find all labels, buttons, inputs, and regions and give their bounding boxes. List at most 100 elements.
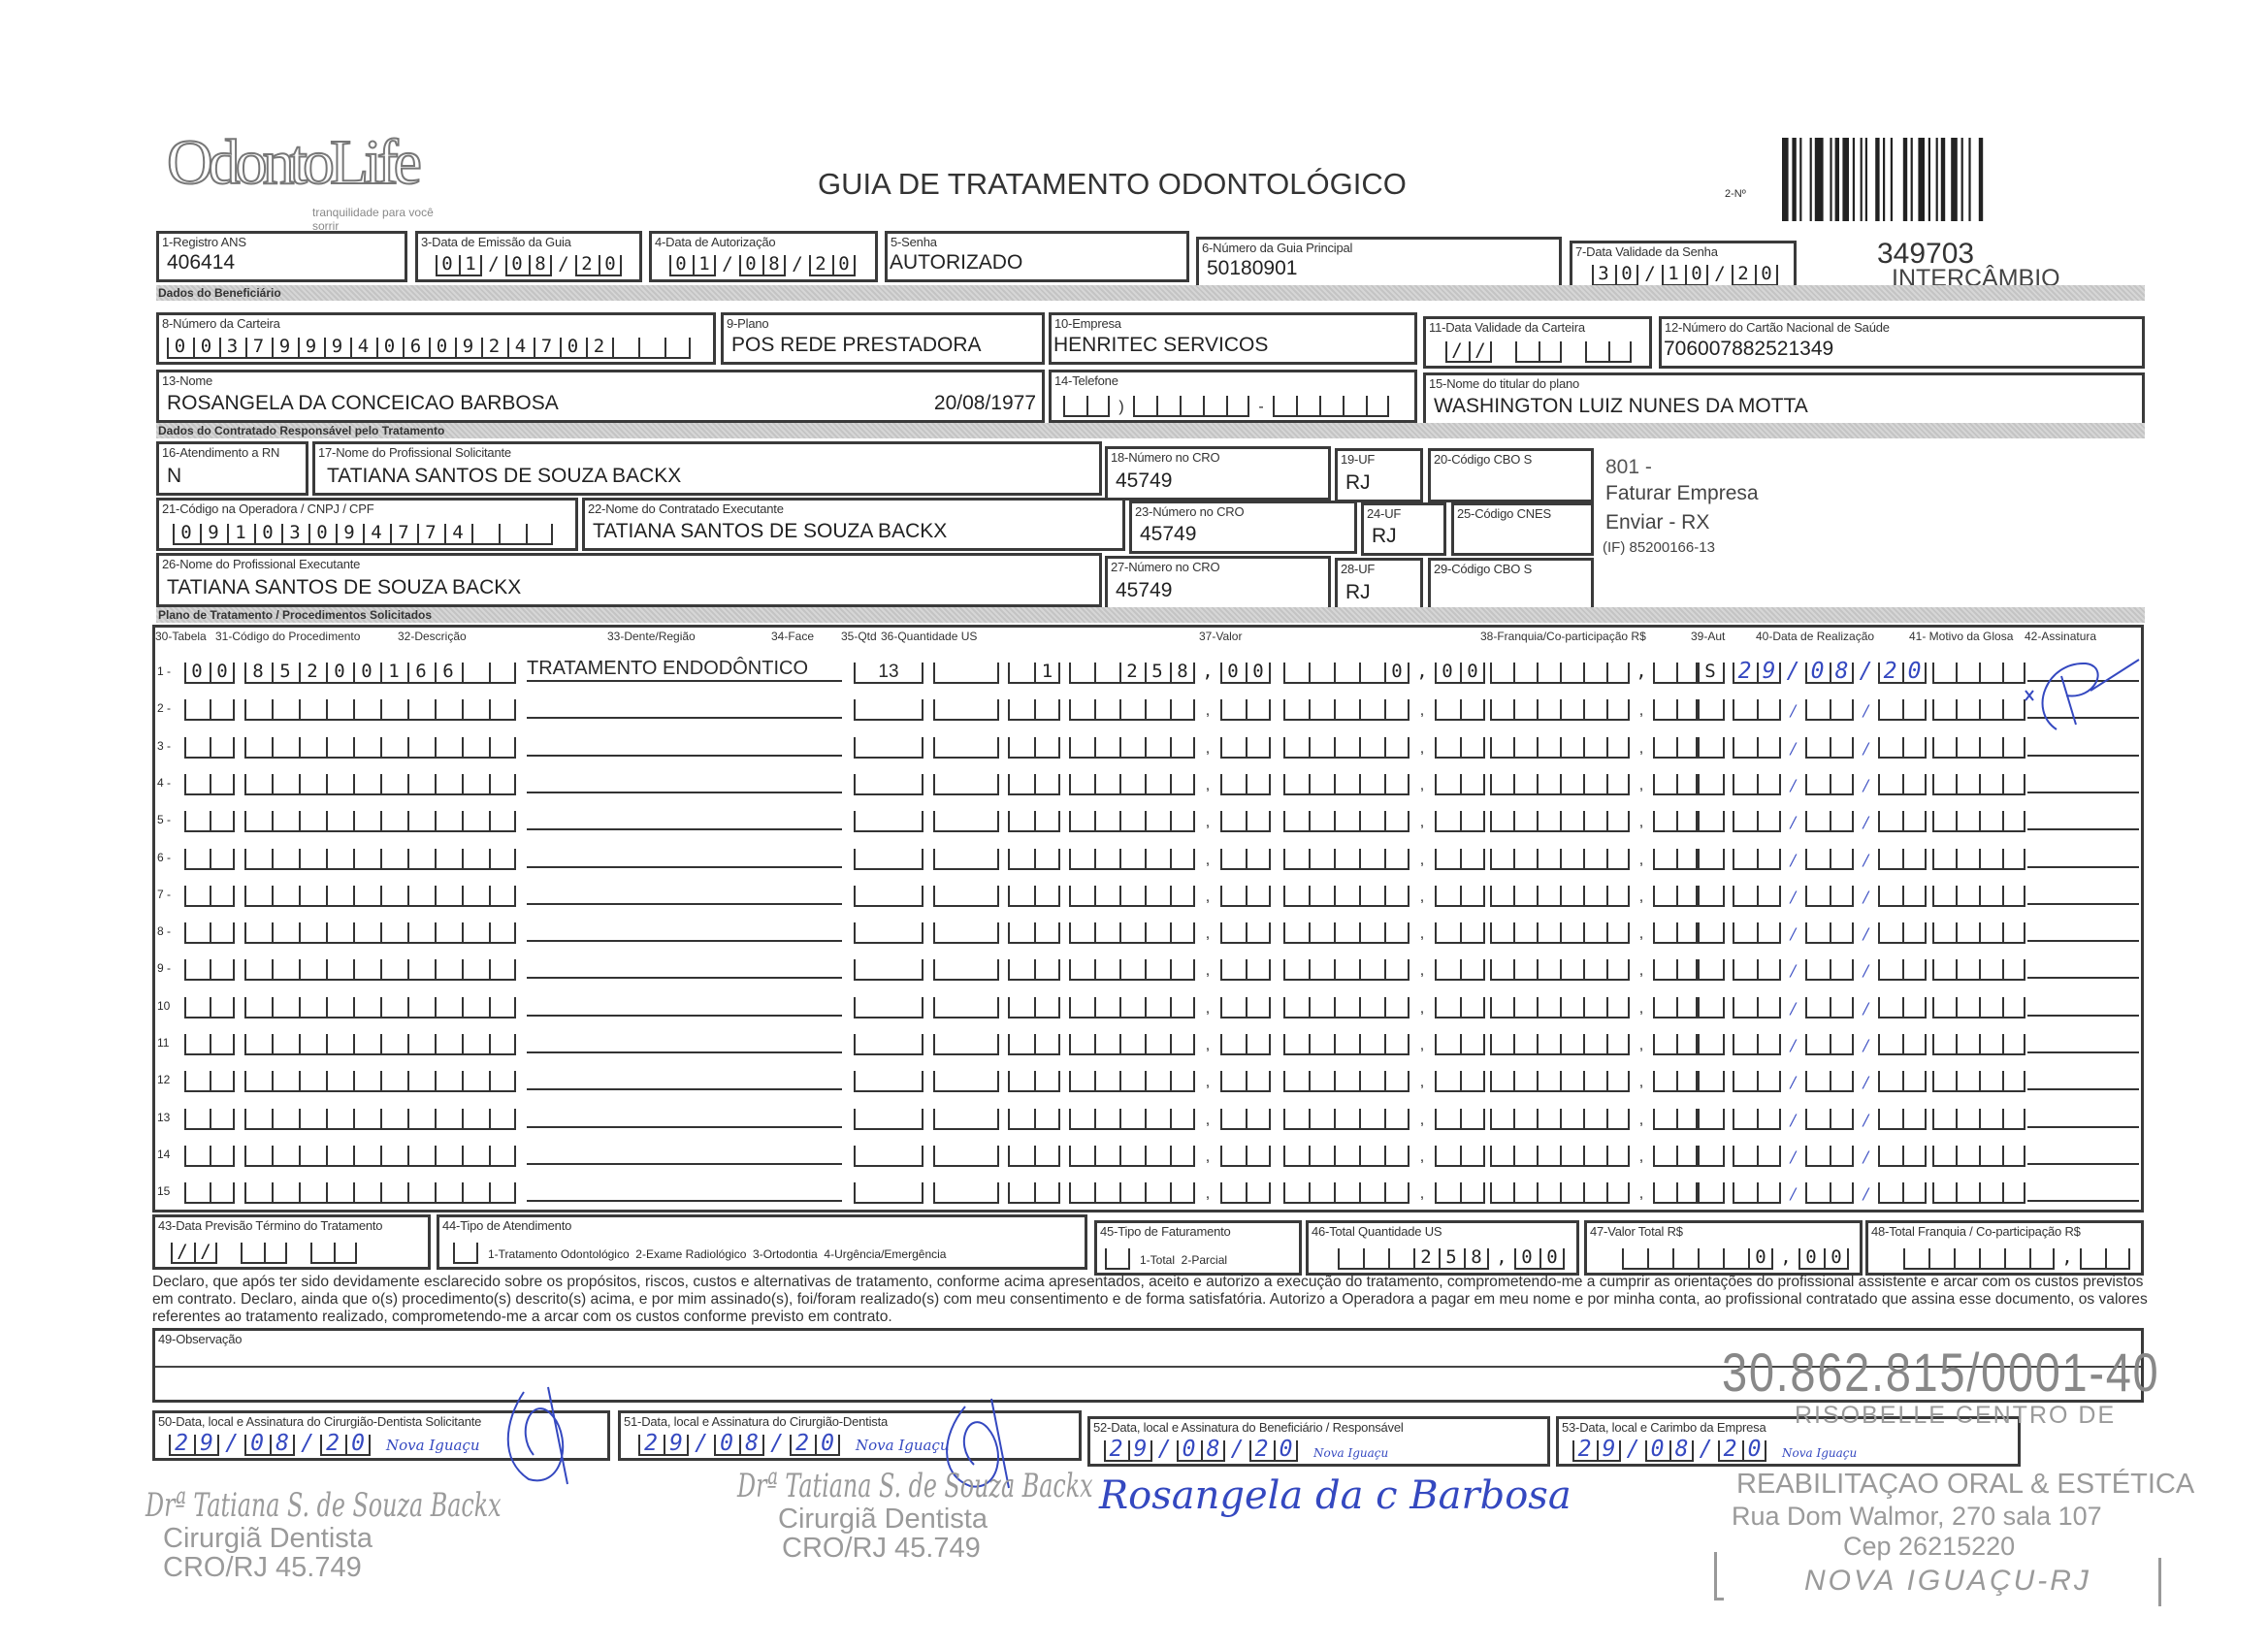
cell-valor[interactable]: , [1283, 1144, 1485, 1167]
cell-glosa[interactable] [1932, 957, 2025, 982]
cell-aut[interactable] [1696, 921, 1725, 945]
cell-dente[interactable] [854, 809, 923, 833]
cell-descricao[interactable] [527, 880, 842, 905]
cell-descricao[interactable] [527, 917, 842, 943]
cell-glosa[interactable] [1932, 884, 2025, 907]
cell-descricao[interactable] [527, 991, 842, 1017]
cell-aut[interactable] [1696, 1180, 1725, 1205]
cell-glosa[interactable] [1932, 697, 2025, 722]
cell-qtd[interactable] [1008, 772, 1060, 795]
cell-valor[interactable]: , [1283, 809, 1485, 833]
cell-dente[interactable] [854, 1032, 923, 1055]
cell-codigo[interactable] [244, 1107, 516, 1130]
cell-qtd_us[interactable]: , [1069, 847, 1271, 870]
cell-qtd_us[interactable]: , [1069, 921, 1271, 945]
cell-data[interactable]: / / [1733, 697, 1927, 722]
cell-valor[interactable]: , [1283, 884, 1485, 907]
cell-data[interactable]: / / [1733, 995, 1927, 1018]
cell-aut[interactable]: S [1696, 661, 1725, 684]
cell-qtd[interactable] [1008, 995, 1060, 1018]
cell-codigo[interactable] [244, 809, 516, 833]
cell-dente[interactable] [854, 1180, 923, 1205]
cell-tabela[interactable] [184, 1180, 235, 1205]
digit-field[interactable]: 29/08/20 [638, 1433, 840, 1456]
cell-face[interactable] [933, 697, 999, 722]
cell-face[interactable] [933, 884, 999, 907]
field-value[interactable]: 406414 [167, 251, 236, 274]
cell-dente[interactable] [854, 957, 923, 982]
cell-valor[interactable]: , [1283, 1107, 1485, 1130]
field-value[interactable]: 706007882521349 [1664, 338, 1834, 360]
cell-tabela[interactable] [184, 772, 235, 795]
cell-assinatura[interactable] [2027, 954, 2139, 980]
cell-dente[interactable] [854, 772, 923, 795]
cell-qtd[interactable] [1008, 1032, 1060, 1055]
cell-assinatura[interactable] [2027, 731, 2139, 757]
cell-glosa[interactable] [1932, 1180, 2025, 1205]
cell-codigo[interactable] [244, 1180, 516, 1205]
cell-qtd[interactable] [1008, 1180, 1060, 1205]
cell-qtd[interactable] [1008, 1144, 1060, 1167]
cell-franquia[interactable]: , [1490, 1180, 1700, 1205]
field-value[interactable]: 45749 [1140, 523, 1197, 545]
cell-aut[interactable] [1696, 1107, 1725, 1130]
cell-valor[interactable]: , [1283, 772, 1485, 795]
cell-assinatura[interactable] [2027, 917, 2139, 943]
cell-qtd_us[interactable]: , [1069, 995, 1271, 1018]
cell-descricao[interactable] [527, 1177, 842, 1203]
cell-dente[interactable] [854, 697, 923, 722]
cell-aut[interactable] [1696, 1069, 1725, 1093]
field-value[interactable]: TATIANA SANTOS DE SOUZA BACKX [593, 520, 948, 542]
cell-valor[interactable]: , [1283, 1069, 1485, 1093]
cell-dente[interactable] [854, 921, 923, 945]
cell-descricao[interactable] [527, 768, 842, 793]
cell-glosa[interactable] [1932, 1144, 2025, 1167]
cell-descricao[interactable] [527, 1065, 842, 1091]
cell-tabela[interactable] [184, 921, 235, 945]
digit-field[interactable]: 01/08/20 [436, 253, 622, 276]
cell-valor[interactable]: , [1283, 1032, 1485, 1055]
cell-assinatura[interactable] [2027, 1177, 2139, 1203]
cell-qtd_us[interactable]: , [1069, 735, 1271, 759]
cell-glosa[interactable] [1932, 995, 2025, 1018]
cell-glosa[interactable] [1932, 772, 2025, 795]
cell-data[interactable]: / / [1733, 809, 1927, 833]
cell-valor[interactable]: , [1283, 921, 1485, 945]
cell-glosa[interactable] [1932, 809, 2025, 833]
digit-field[interactable]: 00379994060924702 [167, 336, 691, 359]
cell-franquia[interactable]: , [1490, 995, 1700, 1018]
field-value[interactable]: 50180901 [1207, 257, 1298, 279]
cell-aut[interactable] [1696, 957, 1725, 982]
cell-qtd_us[interactable]: , [1069, 884, 1271, 907]
cell-assinatura[interactable] [2027, 991, 2139, 1017]
cell-qtd_us[interactable]: , [1069, 1144, 1271, 1167]
cell-dente[interactable] [854, 735, 923, 759]
field-value[interactable]: N [167, 465, 182, 487]
digit-field[interactable] [1105, 1246, 1130, 1270]
cell-qtd[interactable] [1008, 884, 1060, 907]
cell-tabela[interactable] [184, 1107, 235, 1130]
cell-tabela[interactable] [184, 1144, 235, 1167]
cell-franquia[interactable]: , [1490, 847, 1700, 870]
cell-aut[interactable] [1696, 697, 1725, 722]
cell-tabela[interactable] [184, 995, 235, 1018]
digit-field[interactable]: 29/08/20 [1104, 1439, 1298, 1462]
cell-descricao[interactable]: TRATAMENTO ENDODÔNTICO [527, 657, 842, 682]
field-value[interactable]: RJ [1345, 471, 1371, 494]
digit-field[interactable]: ) - [1063, 394, 1389, 417]
cell-descricao[interactable] [527, 1103, 842, 1128]
cell-glosa[interactable] [1932, 661, 2025, 684]
cell-face[interactable] [933, 735, 999, 759]
cell-face[interactable] [933, 847, 999, 870]
field-value[interactable]: POS REDE PRESTADORA [731, 334, 982, 356]
cell-tabela[interactable] [184, 1069, 235, 1093]
cell-assinatura[interactable] [2027, 1028, 2139, 1053]
cell-dente[interactable] [854, 847, 923, 870]
cell-franquia[interactable]: , [1490, 1144, 1700, 1167]
cell-glosa[interactable] [1932, 847, 2025, 870]
cell-codigo[interactable] [244, 772, 516, 795]
cell-data[interactable]: / / [1733, 884, 1927, 907]
cell-codigo[interactable] [244, 1032, 516, 1055]
cell-dente[interactable] [854, 995, 923, 1018]
cell-descricao[interactable] [527, 954, 842, 980]
